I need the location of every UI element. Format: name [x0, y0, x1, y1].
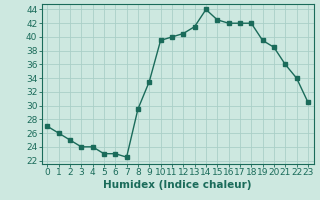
X-axis label: Humidex (Indice chaleur): Humidex (Indice chaleur) [103, 180, 252, 190]
